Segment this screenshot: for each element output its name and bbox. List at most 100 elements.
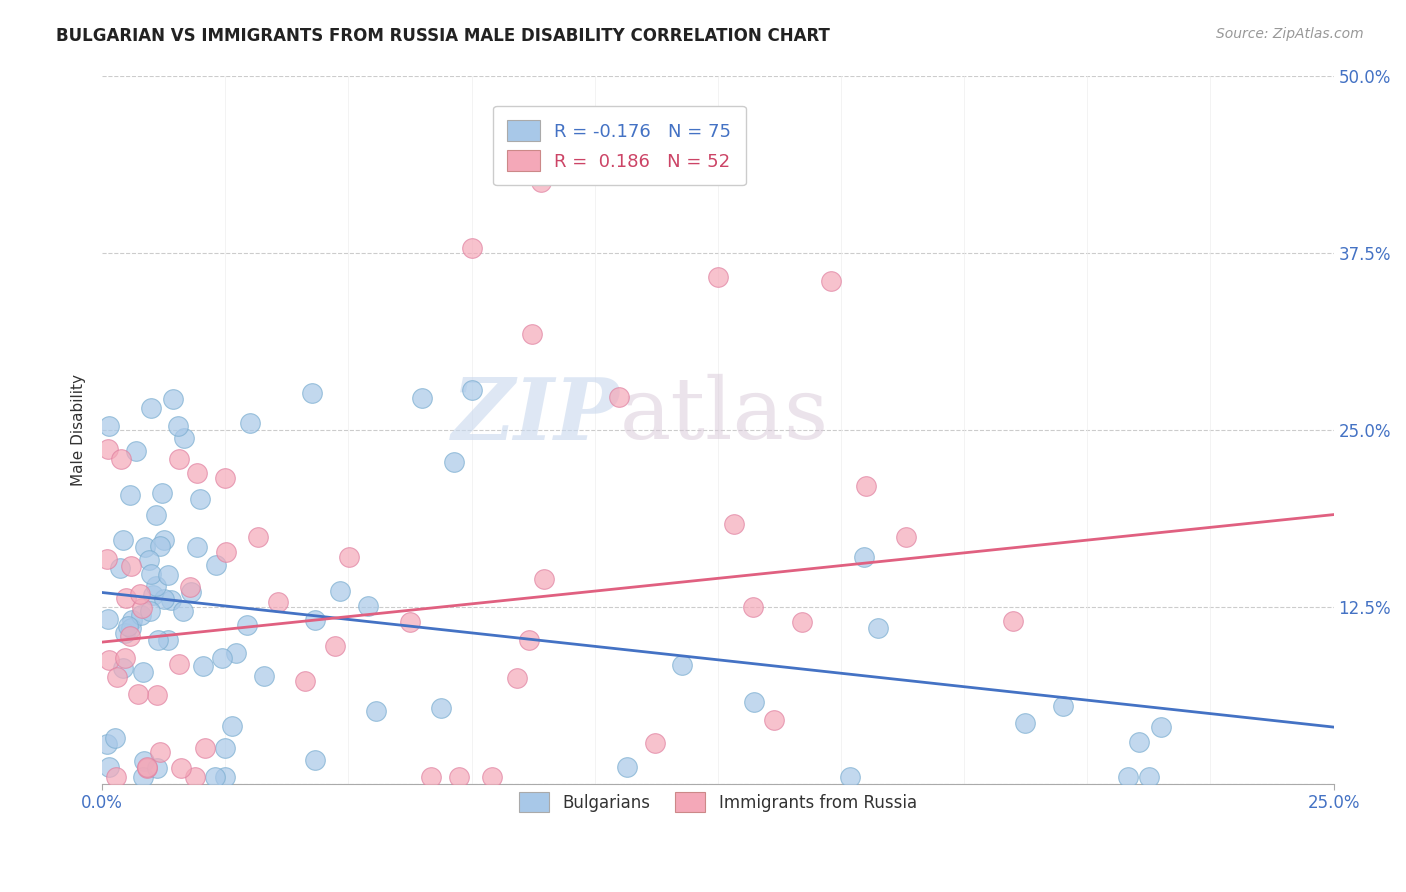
Point: [235, 618, 257, 632]
Point: [145, 508, 167, 522]
Point: [215, 544, 238, 558]
Point: [129, 587, 152, 601]
Point: [517, 632, 540, 647]
Point: [98, 418, 121, 433]
Point: [118, 488, 141, 502]
Point: [129, 607, 152, 622]
Point: [460, 383, 482, 397]
Point: [156, 632, 179, 647]
Point: [131, 770, 153, 784]
Point: [357, 599, 380, 614]
Point: [723, 516, 745, 531]
Point: [153, 592, 176, 607]
Point: [131, 601, 153, 615]
Point: [529, 175, 551, 189]
Point: [120, 558, 142, 573]
Point: [707, 269, 730, 284]
Point: [221, 719, 243, 733]
Point: [239, 416, 262, 430]
Point: [443, 455, 465, 469]
Point: [1116, 770, 1139, 784]
Point: [1137, 770, 1160, 784]
Point: [671, 658, 693, 673]
Point: [481, 770, 503, 784]
Point: [105, 670, 128, 684]
Point: [304, 613, 326, 627]
Point: [204, 770, 226, 784]
Point: [179, 581, 201, 595]
Point: [1150, 720, 1173, 734]
Point: [607, 390, 630, 404]
Point: [167, 657, 190, 671]
Point: [135, 759, 157, 773]
Text: BULGARIAN VS IMMIGRANTS FROM RUSSIA MALE DISABILITY CORRELATION CHART: BULGARIAN VS IMMIGRANTS FROM RUSSIA MALE…: [56, 27, 830, 45]
Point: [132, 665, 155, 679]
Point: [138, 604, 160, 618]
Point: [1014, 716, 1036, 731]
Point: [149, 539, 172, 553]
Point: [896, 530, 918, 544]
Point: [304, 753, 326, 767]
Point: [138, 552, 160, 566]
Point: [121, 613, 143, 627]
Point: [152, 533, 174, 547]
Point: [301, 385, 323, 400]
Point: [214, 770, 236, 784]
Text: ZIP: ZIP: [451, 374, 620, 458]
Point: [114, 651, 136, 665]
Point: [184, 770, 207, 784]
Y-axis label: Male Disability: Male Disability: [72, 374, 86, 485]
Point: [124, 444, 146, 458]
Point: [194, 740, 217, 755]
Point: [180, 585, 202, 599]
Point: [820, 274, 842, 288]
Point: [328, 584, 350, 599]
Point: [159, 592, 181, 607]
Point: [150, 485, 173, 500]
Point: [506, 671, 529, 685]
Point: [173, 431, 195, 445]
Point: [110, 452, 132, 467]
Point: [205, 558, 228, 572]
Point: [616, 760, 638, 774]
Point: [449, 770, 471, 784]
Point: [763, 713, 786, 727]
Point: [127, 687, 149, 701]
Point: [139, 401, 162, 416]
Point: [117, 619, 139, 633]
Point: [411, 392, 433, 406]
Point: [853, 550, 876, 565]
Point: [1052, 698, 1074, 713]
Point: [1002, 614, 1025, 628]
Point: [172, 604, 194, 618]
Point: [364, 704, 387, 718]
Point: [323, 639, 346, 653]
Point: [146, 632, 169, 647]
Point: [186, 540, 208, 554]
Point: [294, 673, 316, 688]
Point: [141, 567, 163, 582]
Text: atlas: atlas: [620, 374, 828, 457]
Point: [267, 595, 290, 609]
Point: [855, 479, 877, 493]
Text: Source: ZipAtlas.com: Source: ZipAtlas.com: [1216, 27, 1364, 41]
Point: [839, 770, 862, 784]
Point: [105, 770, 128, 784]
Point: [211, 650, 233, 665]
Point: [744, 695, 766, 709]
Point: [142, 588, 165, 602]
Point: [460, 241, 482, 255]
Point: [186, 466, 208, 480]
Point: [112, 533, 135, 547]
Point: [134, 540, 156, 554]
Point: [146, 688, 169, 702]
Point: [420, 770, 443, 784]
Point: [252, 669, 274, 683]
Point: [97, 760, 120, 774]
Point: [166, 418, 188, 433]
Point: [136, 760, 159, 774]
Point: [1128, 735, 1150, 749]
Point: [742, 600, 765, 615]
Point: [398, 615, 420, 629]
Legend: Bulgarians, Immigrants from Russia: Bulgarians, Immigrants from Russia: [506, 779, 931, 825]
